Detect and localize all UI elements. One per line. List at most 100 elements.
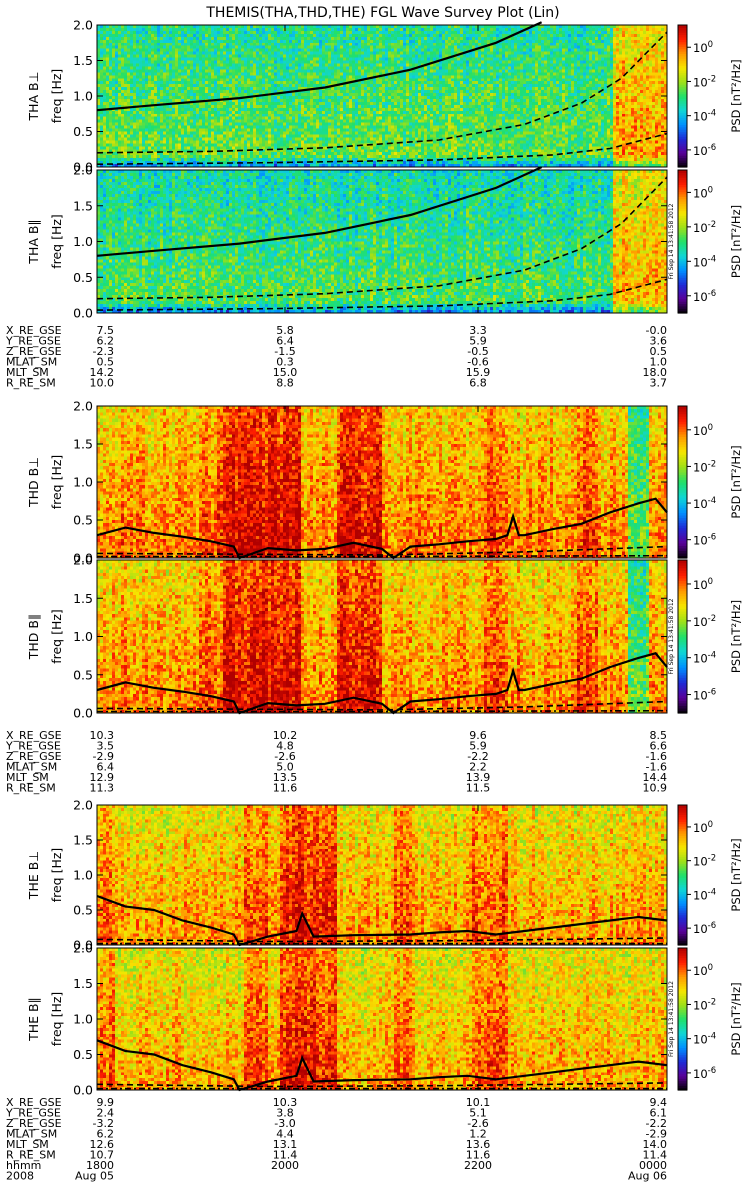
ephemeris-value: 9.4 <box>650 1096 668 1109</box>
colorbar-segment <box>678 170 687 173</box>
ephemeris-value: -0.5 <box>467 345 488 358</box>
colorbar-frame <box>677 947 688 1091</box>
colorbar-segment <box>678 942 687 946</box>
colorbar-segment <box>678 148 687 152</box>
colorbar-segment <box>678 53 687 57</box>
colorbar-segment <box>678 198 687 202</box>
colorbar-segment <box>678 408 687 412</box>
colorbar-segment <box>678 649 687 653</box>
colorbar-segment <box>678 1082 687 1086</box>
colorbar-segment <box>678 628 687 632</box>
colorbar-tick-exponent: -6 <box>708 533 716 543</box>
colorbar: 100 10-2 10-4 10-6 PSD [nT²/Hz] <box>677 405 743 559</box>
colorbar-segment <box>678 502 687 506</box>
ephemeris-table-tha: X_RE_GSE 7.5 5.8 3.3 -0.0 Y_RE_GSE 6.2 6.4 5.9 3.… <box>5 324 667 390</box>
colorbar-segment <box>678 527 687 531</box>
colorbar-segment <box>678 955 687 959</box>
colorbar-segment <box>678 560 687 564</box>
colorbar-segment <box>678 81 687 85</box>
colorbar-segment <box>678 291 687 295</box>
colorbar-segment <box>678 812 687 815</box>
colorbar-segment <box>678 1049 687 1053</box>
heatmap-image <box>97 560 667 713</box>
colorbar-segment <box>678 616 687 620</box>
colorbar-tick-label: 10-2 <box>693 997 716 1012</box>
colorbar-segment <box>678 654 687 658</box>
y-tick-label: 1.0 <box>73 234 93 249</box>
colorbar-segment <box>678 103 687 107</box>
overlay-line-dashed <box>96 278 668 311</box>
ephemeris-value: 11.3 <box>90 782 115 795</box>
ephemeris-value: 11.5 <box>466 782 491 795</box>
colorbar-segment <box>678 131 687 135</box>
colorbar-segment <box>678 618 687 622</box>
colorbar-tick-exponent: -4 <box>708 496 716 506</box>
colorbar-segment <box>678 145 687 149</box>
colorbar-segment <box>678 122 687 125</box>
colorbar-segment <box>678 436 687 440</box>
colorbar-segment <box>678 222 687 226</box>
colorbar-segment <box>678 55 687 59</box>
colorbar-tick-label: 10-2 <box>693 459 716 474</box>
colorbar-segment <box>678 611 687 615</box>
colorbar-segment <box>678 236 687 240</box>
colorbar-segment <box>678 917 687 920</box>
colorbar-segment <box>678 593 687 597</box>
ephemeris-value: 1800 <box>86 1159 114 1172</box>
colorbar-segment <box>678 633 687 638</box>
colorbar-segment <box>678 67 687 71</box>
colorbar-segment <box>678 1075 687 1079</box>
ephemeris-value: 6.2 <box>97 1128 115 1141</box>
colorbar-segment <box>678 484 687 488</box>
colorbar-segment <box>678 1021 687 1025</box>
colorbar-segment <box>678 667 687 671</box>
colorbar-tick-exponent: -4 <box>708 1032 716 1042</box>
y-tick-label: 1.0 <box>73 629 93 644</box>
overlay-line-dashed <box>96 545 668 556</box>
colorbar-segment <box>678 298 687 302</box>
colorbar-segment <box>678 155 687 159</box>
colorbar-segment <box>678 58 687 62</box>
colorbar-tick-exponent: 0 <box>708 963 713 973</box>
colorbar-segment <box>678 279 687 283</box>
ephemeris-value: 12.9 <box>90 771 115 784</box>
colorbar-segment <box>678 267 687 271</box>
colorbar-segment <box>678 669 687 673</box>
freq-axis-label: freq [Hz] <box>49 214 64 269</box>
ephemeris-value: 2000 <box>271 1159 299 1172</box>
colorbar-segment <box>678 912 687 916</box>
colorbar-tick-exponent: 0 <box>708 40 713 50</box>
colorbar-segment <box>678 1054 687 1058</box>
colorbar-segment <box>678 193 687 197</box>
colorbar-segment <box>678 814 687 818</box>
colorbar-segment <box>678 293 687 297</box>
colorbar-segment <box>678 303 687 307</box>
colorbar-segment <box>678 935 687 939</box>
freq-axis-label: freq [Hz] <box>49 992 64 1047</box>
colorbar-segment <box>678 88 687 92</box>
ephemeris-label: X_RE_GSE <box>6 729 62 742</box>
colorbar-segment <box>678 93 687 97</box>
colorbar-segment <box>678 1007 687 1011</box>
overlay-line-dashed <box>96 176 668 300</box>
colorbar-segment <box>678 512 687 516</box>
colorbar-segment <box>678 525 687 529</box>
colorbar-segment <box>678 1078 687 1082</box>
colorbar-segment <box>678 189 687 193</box>
colorbar-tick-exponent: -6 <box>708 1066 716 1076</box>
colorbar-segment <box>678 835 687 839</box>
colorbar-segment <box>678 406 687 410</box>
colorbar-tick-exponent: -6 <box>708 921 716 931</box>
overlay-line-solid <box>96 894 668 947</box>
colorbar-segment <box>678 27 687 31</box>
colorbar: 100 10-2 10-4 10-6 PSD [nT²/Hz] <box>677 24 743 168</box>
colorbar-segment <box>678 957 687 961</box>
colorbar-segment <box>678 537 687 541</box>
ephemeris-value: -2.6 <box>467 1117 488 1130</box>
ephemeris-value: 5.9 <box>469 740 487 753</box>
colorbar-segment <box>678 184 687 188</box>
panel-label: THD B⊥ <box>26 457 41 508</box>
colorbar-tick-exponent: 0 <box>708 820 713 830</box>
colorbar-segment <box>678 253 687 257</box>
colorbar-segment <box>678 114 687 118</box>
